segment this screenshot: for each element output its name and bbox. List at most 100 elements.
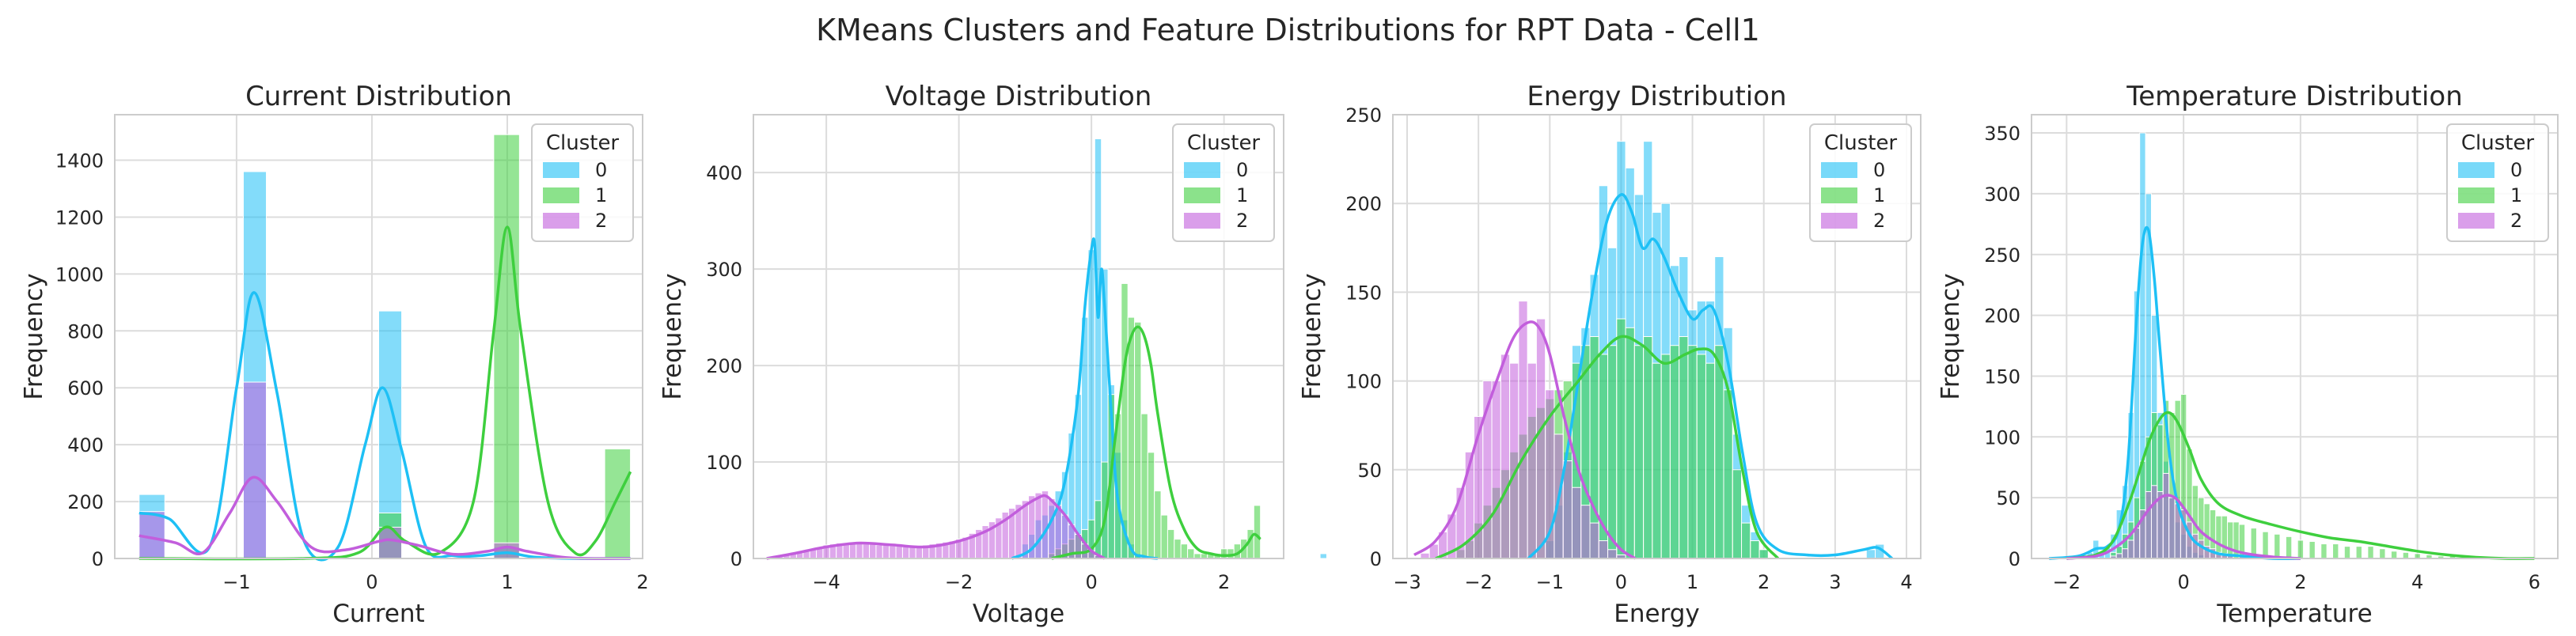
- bar-cluster-2: [1535, 318, 1546, 559]
- x-tick-label: 2: [1758, 571, 1770, 593]
- panel-2: −4 −2 0 2 0 100 200 300 400 Voltage Distribution V…: [658, 81, 1327, 628]
- legend-swatch-cluster-2: [2458, 213, 2494, 229]
- bar-cluster-0: [1319, 553, 1327, 559]
- legend-swatch-cluster-0: [2458, 162, 2494, 178]
- figure-title: KMeans Clusters and Feature Distribution…: [816, 13, 1760, 47]
- y-tick-label: 100: [1984, 426, 2020, 449]
- bar-cluster-1: [604, 449, 632, 559]
- bar-cluster-1: [1741, 522, 1751, 559]
- bar-cluster-1: [2262, 531, 2269, 559]
- kde-line-cluster-1: [138, 225, 632, 561]
- x-axis-label: Temperature: [2216, 600, 2372, 628]
- legend-label-cluster-1: 1: [2510, 184, 2522, 206]
- legend-label-cluster-0: 0: [2510, 159, 2522, 181]
- bar-cluster-2: [2162, 472, 2170, 559]
- y-tick-label: 400: [67, 434, 104, 456]
- bar-cluster-2: [1021, 500, 1030, 559]
- legend-swatch-cluster-0: [1184, 162, 1220, 178]
- bar-cluster-2: [1420, 552, 1430, 559]
- legend: Cluster 0 1 2: [531, 123, 634, 242]
- legend: Cluster 0 1 2: [1809, 123, 1912, 242]
- panel-4: −2 0 2 4 6 0 50 100 150 200 250 300 350 Temperature D…: [1937, 81, 2559, 628]
- bar-cluster-2: [1580, 505, 1591, 559]
- bar-cluster-1: [2332, 543, 2339, 559]
- legend-label-cluster-2: 2: [1873, 210, 1885, 232]
- histogram-bars: [1420, 141, 1885, 559]
- bar-cluster-2: [1607, 549, 1618, 559]
- bar-cluster-1: [1140, 413, 1148, 559]
- y-tick-label: 800: [67, 320, 104, 343]
- kde-line-cluster-1: [1051, 325, 1261, 560]
- bar-cluster-1: [1253, 505, 1261, 559]
- x-axis-label: Energy: [1614, 600, 1700, 628]
- bar-cluster-1: [1616, 318, 1626, 559]
- legend-box: [1809, 123, 1912, 242]
- bar-cluster-1: [1094, 500, 1102, 559]
- bar-cluster-1: [2320, 543, 2328, 559]
- bar-cluster-2: [493, 542, 520, 559]
- legend-label-cluster-2: 2: [1236, 210, 1248, 232]
- bar-cluster-2: [2127, 539, 2134, 559]
- y-axis-label: Frequency: [1937, 273, 1965, 399]
- bar-cluster-2: [138, 511, 165, 559]
- y-tick-label: 150: [1345, 282, 1382, 304]
- y-tick-label: 100: [1345, 371, 1382, 393]
- legend-label-cluster-2: 2: [595, 210, 607, 232]
- y-tick-label: 1200: [55, 206, 104, 229]
- bar-cluster-1: [1160, 514, 1168, 559]
- bar-cluster-1: [2297, 539, 2305, 559]
- kde-line-cluster-0: [1527, 193, 1893, 560]
- x-tick-label: 0: [1615, 571, 1627, 593]
- y-tick-label: 150: [1984, 365, 2020, 388]
- bar-cluster-2: [1589, 522, 1599, 559]
- bar-cluster-2: [1060, 514, 1069, 559]
- bar-cluster-2: [862, 543, 871, 559]
- x-axis-label: Voltage: [973, 600, 1064, 628]
- x-tick-label: 4: [1900, 571, 1912, 593]
- legend-swatch-cluster-2: [543, 213, 579, 229]
- axes-frame: [753, 114, 1284, 559]
- bar-cluster-1: [1705, 362, 1716, 559]
- bar-cluster-1: [2285, 536, 2293, 559]
- bar-cluster-1: [2390, 551, 2398, 559]
- y-tick-label: 300: [1984, 184, 2020, 206]
- bar-cluster-1: [1679, 336, 1689, 559]
- x-tick-label: 2: [2294, 571, 2306, 593]
- bar-cluster-2: [875, 544, 883, 559]
- legend-label-cluster-0: 0: [1236, 159, 1248, 181]
- bar-cluster-1: [1696, 354, 1706, 559]
- y-tick-label: 250: [1984, 244, 2020, 267]
- legend-label-cluster-2: 2: [2510, 210, 2522, 232]
- x-tick-label: 0: [366, 571, 377, 593]
- bar-cluster-1: [1134, 321, 1142, 559]
- bar-cluster-1: [1732, 469, 1743, 559]
- bar-cluster-1: [1625, 327, 1635, 559]
- bar-cluster-2: [2198, 539, 2205, 559]
- bar-cluster-1: [1187, 548, 1195, 559]
- legend-title: Cluster: [1824, 131, 1898, 155]
- bar-cluster-1: [2402, 551, 2410, 559]
- bar-cluster-1: [1669, 345, 1680, 559]
- y-tick-label: 1400: [55, 150, 104, 172]
- legend-swatch-cluster-2: [1184, 213, 1220, 229]
- panel-title: Temperature Distribution: [2126, 81, 2463, 112]
- legend-swatch-cluster-0: [1821, 162, 1857, 178]
- bar-cluster-2: [909, 546, 916, 559]
- bar-cluster-2: [1509, 362, 1519, 559]
- bar-cluster-1: [2367, 546, 2374, 559]
- bar-cluster-2: [242, 381, 267, 559]
- bar-cluster-1: [2355, 546, 2362, 559]
- kde-line-cluster-2: [766, 494, 1106, 560]
- panel-title: Current Distribution: [245, 81, 512, 112]
- y-tick-label: 200: [1984, 305, 2020, 327]
- axes-frame: [2031, 114, 2559, 559]
- bar-cluster-0: [1865, 549, 1876, 559]
- legend-label-cluster-1: 1: [1236, 184, 1248, 206]
- bar-cluster-1: [1758, 549, 1769, 559]
- bar-cluster-2: [895, 545, 903, 559]
- bar-cluster-1: [493, 134, 520, 559]
- bar-cluster-1: [1643, 336, 1653, 559]
- histogram-bars: [2086, 132, 2468, 559]
- y-axis-label: Frequency: [658, 273, 687, 399]
